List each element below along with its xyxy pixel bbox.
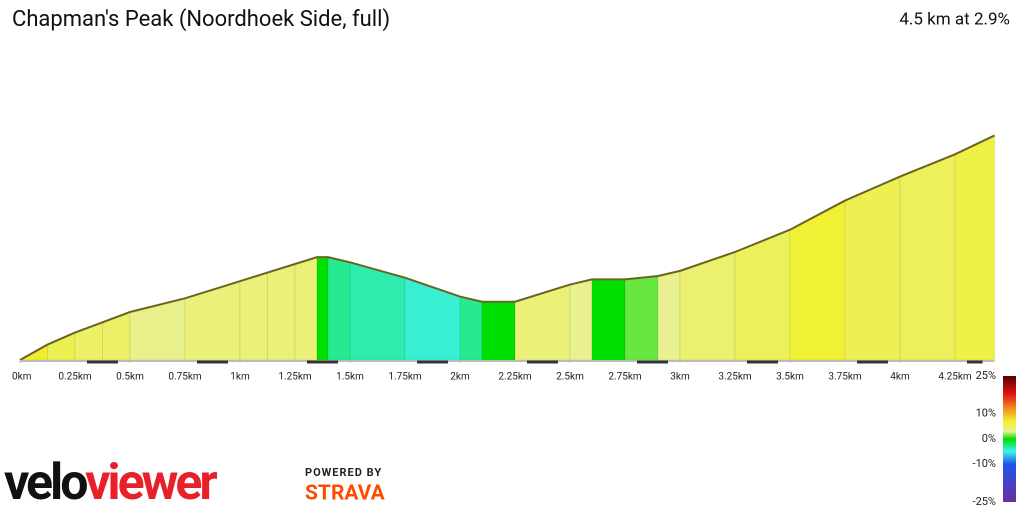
profile-segment	[102, 311, 131, 361]
x-tick-label: 4km	[890, 372, 910, 383]
x-tick-label: 2.5km	[556, 372, 584, 383]
profile-segment	[294, 256, 318, 361]
profile-segment	[624, 275, 659, 361]
profile-segment	[591, 279, 626, 361]
x-tick-label: 3km	[670, 372, 690, 383]
profile-segment	[481, 301, 516, 361]
logo: veloviewer	[4, 454, 217, 512]
x-tick-label: 0.75km	[168, 372, 202, 383]
x-tick-label: 3.75km	[828, 372, 862, 383]
x-tick-label: 1.5km	[336, 372, 364, 383]
x-tick-label: 0.25km	[58, 372, 92, 383]
x-tick-label: 0km	[12, 372, 32, 383]
strava-logo: STRAVA	[305, 482, 386, 506]
profile-segment	[129, 297, 186, 361]
chart-title: Chapman's Peak (Noordhoek Side, full)	[12, 7, 390, 32]
x-tick-label: 3.5km	[776, 372, 804, 383]
x-tick-label: 2km	[450, 372, 470, 383]
legend-tick-label: -10%	[973, 457, 996, 470]
x-tick-label: 1.75km	[388, 372, 422, 383]
profile-segment	[459, 296, 483, 361]
x-tick-label: 3.25km	[718, 372, 752, 383]
profile-segment	[899, 153, 956, 361]
x-tick-label: 0.5km	[116, 372, 144, 383]
chart-subtitle: 4.5 km at 2.9%	[899, 9, 1010, 29]
powered-by: POWERED BY	[305, 466, 382, 479]
profile-segment	[267, 263, 296, 361]
profile-segment	[327, 256, 351, 361]
profile-segment	[404, 277, 461, 361]
profile-segment	[657, 270, 681, 361]
gradient-legend	[1003, 376, 1016, 502]
profile-segment	[47, 332, 76, 361]
profile-segment	[569, 279, 593, 361]
profile-segment	[239, 272, 268, 361]
legend-tick-label: 10%	[976, 407, 996, 420]
profile-segment	[844, 176, 901, 361]
x-tick-label: 2.25km	[498, 372, 532, 383]
profile-segment	[316, 256, 329, 361]
legend-tick-label: 0%	[982, 432, 996, 445]
x-tick-label: 2.75km	[608, 372, 642, 383]
profile-segment	[349, 261, 406, 361]
profile-segment	[184, 280, 241, 361]
profile	[18, 134, 996, 361]
profile-segment	[514, 284, 571, 361]
x-tick-label: 1km	[230, 372, 250, 383]
x-tick-label: 1.25km	[278, 372, 312, 383]
profile-segment	[954, 134, 995, 361]
x-tick-label: 4.25km	[938, 372, 972, 383]
legend-tick-label: 25%	[976, 369, 996, 382]
profile-line	[19, 134, 996, 361]
legend-tick-label: -25%	[973, 495, 996, 508]
